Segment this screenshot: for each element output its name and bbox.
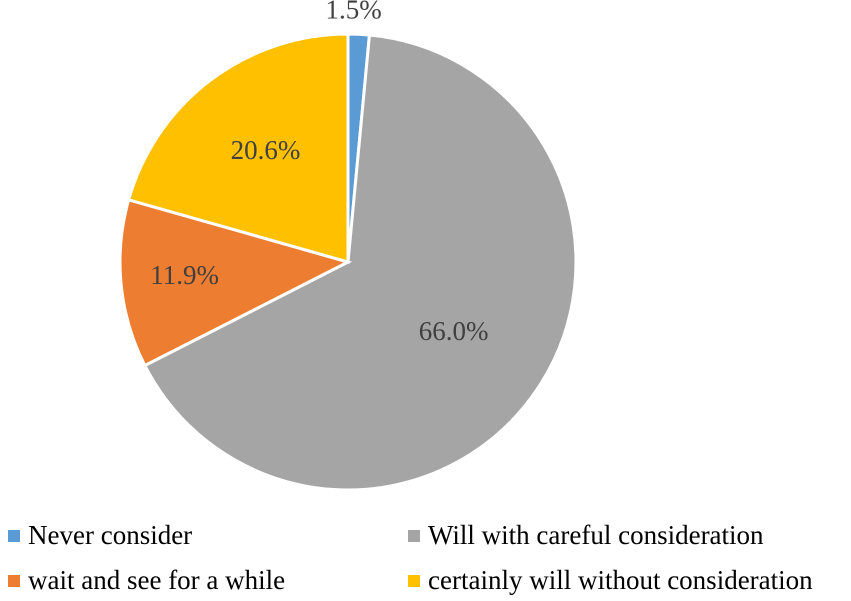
pie-chart-svg: 1.5% 66.0% 11.9% 20.6% — [118, 0, 578, 492]
data-label-never-consider: 1.5% — [325, 0, 381, 24]
legend-label-never-consider: Never consider — [28, 520, 193, 550]
pie-slice-will-with-careful-consideration — [142, 33, 578, 492]
legend-swatch-never-consider — [8, 529, 20, 542]
legend-swatch-wait-and-see — [8, 574, 20, 587]
legend-swatch-will-with-careful-consideration — [408, 529, 420, 542]
pie-slice-certainly-will-without-consideration — [126, 32, 350, 264]
legend-item-never-consider: Never consider — [8, 522, 192, 549]
legend-item-certainly-will: certainly will without consideration — [408, 567, 813, 594]
pie-slices — [118, 32, 578, 492]
pie-data-labels: 1.5% 66.0% 11.9% 20.6% — [150, 0, 488, 346]
data-label-wait-and-see-for-a-while: 11.9% — [150, 260, 219, 290]
legend-label-will-with-careful-consideration: Will with careful consideration — [428, 520, 764, 550]
data-label-certainly-will-without-consideration: 20.6% — [231, 135, 301, 165]
legend-label-wait-and-see: wait and see for a while — [28, 565, 286, 595]
legend-item-wait-and-see: wait and see for a while — [8, 567, 285, 594]
legend-swatch-certainly-will — [408, 574, 420, 587]
chart-legend: Never consider Will with careful conside… — [0, 515, 851, 601]
pie-slice-wait-and-see-for-a-while — [118, 197, 353, 368]
legend-label-certainly-will: certainly will without consideration — [428, 565, 813, 595]
data-label-will-with-careful-consideration: 66.0% — [419, 316, 489, 346]
legend-item-will-with-careful-consideration: Will with careful consideration — [408, 522, 764, 549]
